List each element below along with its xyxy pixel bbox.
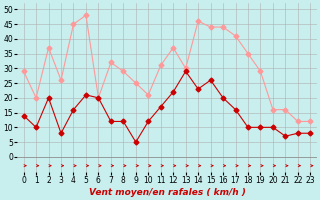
X-axis label: Vent moyen/en rafales ( km/h ): Vent moyen/en rafales ( km/h ) [89, 188, 245, 197]
